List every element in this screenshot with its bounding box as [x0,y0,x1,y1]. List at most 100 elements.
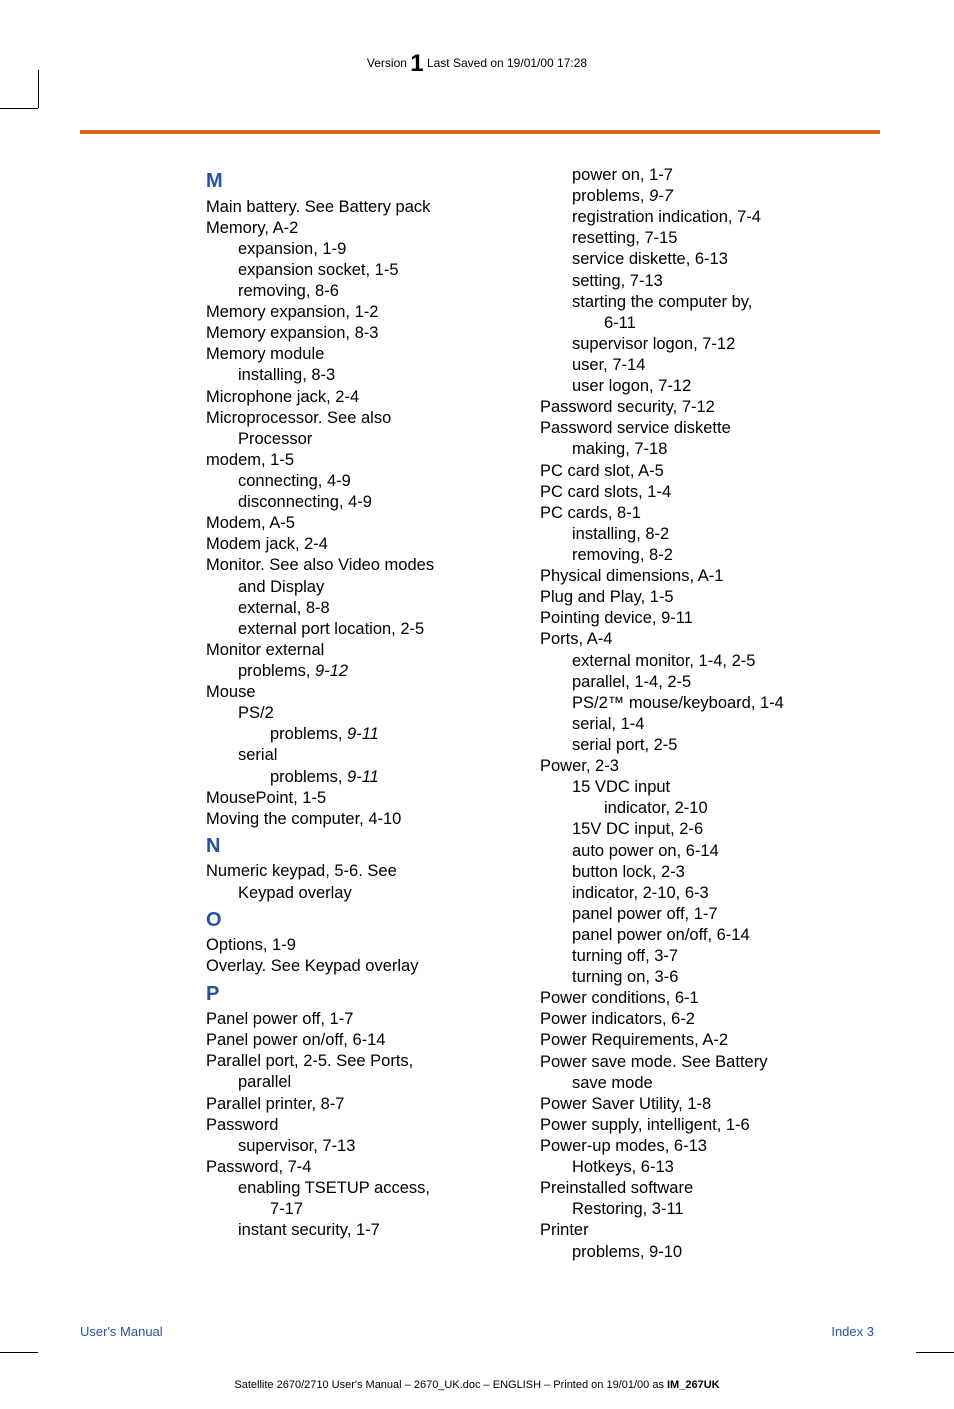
index-entry: parallel [206,1072,516,1093]
index-entry: problems, 9-12 [206,661,516,682]
index-text: problems, [270,725,347,743]
index-entry: removing, 8-2 [540,545,850,566]
index-entry: external monitor, 1-4, 2-5 [540,651,850,672]
index-entry: Main battery. See Battery pack [206,197,516,218]
index-entry: Password security, 7-12 [540,397,850,418]
index-page-ref: 9-12 [315,662,348,680]
index-entry: Memory, A-2 [206,218,516,239]
index-entry: supervisor logon, 7-12 [540,334,850,355]
index-entry: Power conditions, 6-1 [540,988,850,1009]
index-entry: Microphone jack, 2-4 [206,387,516,408]
index-entry: Power Saver Utility, 1-8 [540,1094,850,1115]
index-entry: connecting, 4-9 [206,471,516,492]
index-entry: Panel power on/off, 6-14 [206,1030,516,1051]
index-entry: expansion socket, 1-5 [206,260,516,281]
index-entry: Physical dimensions, A-1 [540,566,850,587]
header-rule [80,130,880,134]
page-header: Version 1 Last Saved on 19/01/00 17:28 [0,50,954,78]
index-entry: Modem jack, 2-4 [206,534,516,555]
index-entry: Ports, A-4 [540,629,850,650]
index-entry: Monitor external [206,640,516,661]
index-entry: Keypad overlay [206,883,516,904]
index-entry: Modem, A-5 [206,513,516,534]
index-entry: making, 7-18 [540,439,850,460]
section-letter-m: M [206,169,516,195]
index-entry: Overlay. See Keypad overlay [206,956,516,977]
index-entry: Power indicators, 6-2 [540,1009,850,1030]
index-entry: 7-17 [206,1199,516,1220]
index-entry: user logon, 7-12 [540,376,850,397]
index-entry: Pointing device, 9-11 [540,608,850,629]
index-entry: 15V DC input, 2-6 [540,819,850,840]
index-entry: MousePoint, 1-5 [206,788,516,809]
index-entry: auto power on, 6-14 [540,841,850,862]
header-prefix: Version [367,56,410,70]
index-column-left: M Main battery. See Battery pack Memory,… [206,165,516,1263]
index-entry: Power Requirements, A-2 [540,1030,850,1051]
index-entry: problems, 9-10 [540,1242,850,1263]
index-entry: 6-11 [540,313,850,334]
index-column-right: power on, 1-7 problems, 9-7 registration… [540,165,850,1263]
section-letter-o: O [206,908,516,934]
index-entry: external port location, 2-5 [206,619,516,640]
crop-mark [916,1352,954,1353]
index-entry: serial port, 2-5 [540,735,850,756]
header-suffix: Last Saved on 19/01/00 17:28 [427,56,587,70]
index-entry: removing, 8-6 [206,281,516,302]
section-letter-p: P [206,982,516,1008]
index-text: problems, [270,768,347,786]
index-entry: Moving the computer, 4-10 [206,809,516,830]
index-entry: disconnecting, 4-9 [206,492,516,513]
index-entry: 15 VDC input [540,777,850,798]
index-entry: installing, 8-2 [540,524,850,545]
index-entry: Hotkeys, 6-13 [540,1157,850,1178]
index-entry: PC card slots, 1-4 [540,482,850,503]
index-entry: indicator, 2-10 [540,798,850,819]
index-entry: Power supply, intelligent, 1-6 [540,1115,850,1136]
index-entry: external, 8-8 [206,598,516,619]
index-entry: PS/2™ mouse/keyboard, 1-4 [540,693,850,714]
index-entry: Power, 2-3 [540,756,850,777]
index-entry: Memory module [206,344,516,365]
index-entry: Microprocessor. See also [206,408,516,429]
index-entry: problems, 9-11 [206,724,516,745]
index-entry: Memory expansion, 1-2 [206,302,516,323]
index-entry: turning on, 3-6 [540,967,850,988]
index-entry: Monitor. See also Video modes [206,555,516,576]
index-entry: Parallel printer, 8-7 [206,1094,516,1115]
index-entry: PC card slot, A-5 [540,461,850,482]
index-entry: serial, 1-4 [540,714,850,735]
index-entry: Password [206,1115,516,1136]
index-entry: instant security, 1-7 [206,1220,516,1241]
index-entry: serial [206,745,516,766]
index-entry: registration indication, 7-4 [540,207,850,228]
index-page-ref: 9-7 [649,187,673,205]
index-entry: enabling TSETUP access, [206,1178,516,1199]
index-entry: power on, 1-7 [540,165,850,186]
index-entry: Plug and Play, 1-5 [540,587,850,608]
index-entry: PS/2 [206,703,516,724]
index-entry: problems, 9-11 [206,767,516,788]
index-entry: and Display [206,577,516,598]
index-entry: Printer [540,1220,850,1241]
index-entry: panel power on/off, 6-14 [540,925,850,946]
index-entry: Power-up modes, 6-13 [540,1136,850,1157]
index-entry: starting the computer by, [540,292,850,313]
index-entry: Preinstalled software [540,1178,850,1199]
index-entry: button lock, 2-3 [540,862,850,883]
index-content: M Main battery. See Battery pack Memory,… [206,165,856,1263]
index-entry: setting, 7-13 [540,271,850,292]
section-letter-n: N [206,834,516,860]
header-version: 1 [410,50,423,77]
index-entry: modem, 1-5 [206,450,516,471]
print-line-text: Satellite 2670/2710 User's Manual – 2670… [234,1379,667,1391]
crop-mark [0,1352,38,1353]
index-entry: Password, 7-4 [206,1157,516,1178]
index-entry: expansion, 1-9 [206,239,516,260]
index-entry: service diskette, 6-13 [540,249,850,270]
index-entry: Parallel port, 2-5. See Ports, [206,1051,516,1072]
index-page-ref: 9-11 [347,725,379,743]
index-entry: indicator, 2-10, 6-3 [540,883,850,904]
print-line-code: IM_267UK [667,1379,720,1391]
footer-left: User's Manual [80,1324,163,1339]
